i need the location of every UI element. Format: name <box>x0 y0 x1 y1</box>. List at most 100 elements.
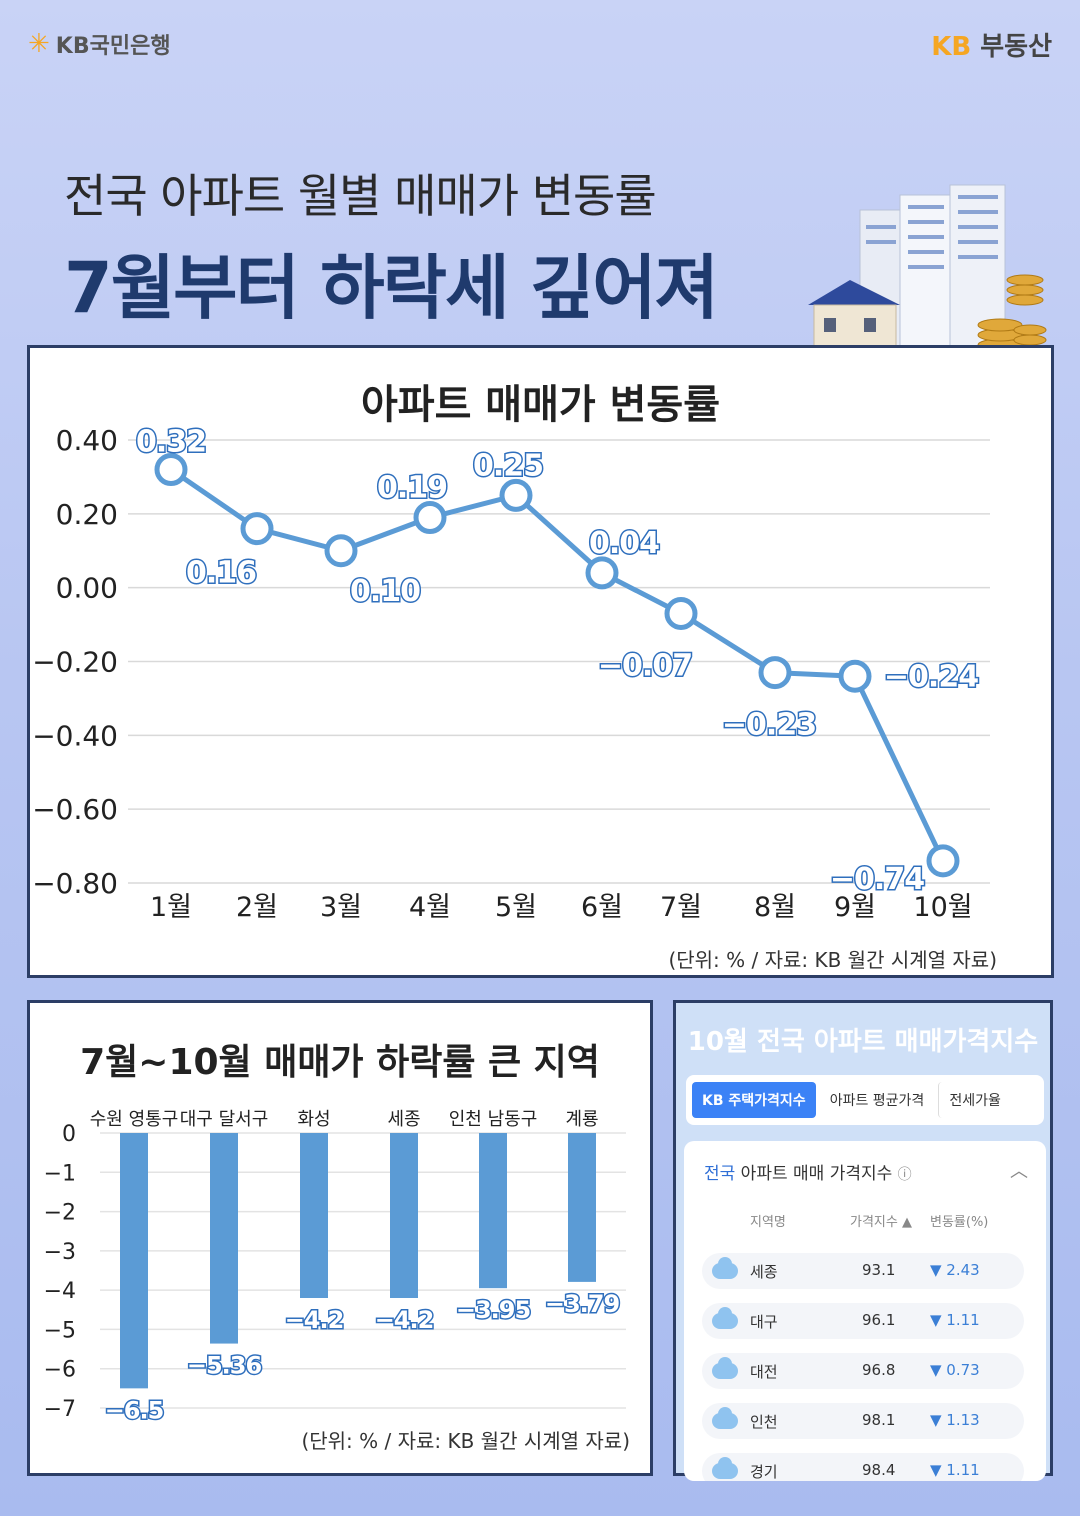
line-point <box>758 656 792 690</box>
y-tick-label: 0.20 <box>56 498 118 531</box>
bar-data-label: −3.95 <box>456 1296 531 1324</box>
cloud-icon <box>712 1357 738 1379</box>
y-tick-label: −4 <box>44 1279 76 1304</box>
data-label: 0.25 <box>473 448 543 483</box>
x-tick-label: 8월 <box>754 892 796 923</box>
data-label: −0.74 <box>830 862 924 897</box>
top-bar: ✳ KB국민은행 KB 부동산 <box>0 0 1080 90</box>
bar-data-label: −6.5 <box>105 1396 164 1424</box>
y-tick-label: −0.80 <box>32 867 118 900</box>
row-region: 인천 <box>750 1413 778 1431</box>
bar-chart: 0 −1 −2 −3 −4 −5 −6 −7 수원 영통구 대구 달서구 화성 세종 인천 남동구 계룡… <box>44 1109 626 1426</box>
row-index: 98.1 <box>862 1411 896 1429</box>
category-label: 인천 남동구 <box>449 1109 538 1130</box>
tab-kb-housing-index[interactable]: KB 주택가격지수 <box>692 1082 816 1118</box>
row-region: 대전 <box>750 1363 778 1381</box>
category-label: 화성 <box>297 1109 330 1130</box>
x-tick-label: 9월 <box>834 892 876 923</box>
row-region: 경기 <box>750 1463 778 1481</box>
cloud-icon <box>712 1407 738 1429</box>
bar <box>568 1133 596 1282</box>
line-point <box>240 512 274 546</box>
price-index-card-title: 전국 아파트 매매 가격지수 ⓘ <box>704 1159 912 1184</box>
data-label: 0.19 <box>377 471 447 506</box>
row-change: ▼ 1.11 <box>930 1311 980 1329</box>
line-chart: 0.40 0.20 0.00 −0.20 −0.40 −0.60 −0.80 1월 2월 3월 4… <box>32 423 990 923</box>
data-label: 0.16 <box>186 556 256 591</box>
y-tick-label: −7 <box>44 1397 76 1422</box>
row-index: 93.1 <box>862 1261 896 1279</box>
line-chart-title: 아파트 매매가 변동률 <box>360 382 721 428</box>
y-tick-label: −0.40 <box>32 719 118 752</box>
price-index-title: 10월 전국 아파트 매매가격지수 <box>687 1027 1039 1057</box>
collapse-chevron-icon[interactable]: ︿ <box>1010 1161 1028 1182</box>
row-region: 대구 <box>750 1313 778 1331</box>
bar <box>479 1133 507 1289</box>
y-tick-label: 0.00 <box>56 572 118 605</box>
line-point <box>499 478 533 512</box>
bar-data-label: −5.36 <box>187 1352 262 1380</box>
bar-chart-title: 7월~10월 매매가 하락률 큰 지역 <box>80 1042 600 1083</box>
kb-realestate-logo: KB 부동산 <box>931 26 1052 63</box>
kb-bank-logo-text: KB국민은행 <box>55 34 171 59</box>
table-row[interactable]: 인천 98.1 ▼ 1.13 <box>702 1403 1024 1439</box>
buildings-illustration-icon <box>808 184 1050 368</box>
rain-cloud-icon <box>712 1257 738 1279</box>
x-tick-label: 4월 <box>409 892 451 923</box>
bar-data-label: −4.2 <box>285 1306 344 1334</box>
cloud-icon <box>712 1307 738 1329</box>
category-label: 수원 영통구 <box>90 1109 179 1130</box>
price-index-panel: 10월 전국 아파트 매매가격지수 KB 주택가격지수 아파트 평균가격 전세가… <box>673 1000 1053 1481</box>
bar <box>300 1133 328 1298</box>
y-tick-label: −0.20 <box>32 646 118 679</box>
bar <box>210 1133 238 1344</box>
x-tick-label: 1월 <box>150 892 192 923</box>
table-row[interactable]: 세종 93.1 ▼ 2.43 <box>702 1253 1024 1289</box>
y-tick-label: −1 <box>44 1161 76 1186</box>
line-point <box>413 501 447 535</box>
x-tick-label: 3월 <box>320 892 362 923</box>
y-tick-label: −6 <box>44 1358 76 1383</box>
row-change: ▼ 2.43 <box>930 1261 980 1279</box>
kb-brand-suffix: 부동산 <box>980 32 1052 62</box>
line-point <box>926 844 960 878</box>
x-tick-label: 10월 <box>913 892 972 923</box>
table-row[interactable]: 대구 96.1 ▼ 1.11 <box>702 1303 1024 1339</box>
bar-chart-panel: 7월~10월 매매가 하락률 큰 지역 0 −1 −2 −3 −4 −5 −6 −7 수원 영… <box>27 1000 653 1476</box>
row-change: ▼ 1.13 <box>930 1411 980 1429</box>
price-index-tabs: KB 주택가격지수 아파트 평균가격 전세가율 <box>686 1075 1044 1125</box>
tab-jeonse-ratio[interactable]: 전세가율 <box>938 1082 1011 1118</box>
kb-star-icon: ✳ <box>28 29 50 59</box>
row-change: ▼ 1.11 <box>930 1461 980 1479</box>
y-tick-label: −3 <box>44 1240 76 1265</box>
line-series <box>169 467 946 862</box>
table-row[interactable]: 대전 96.8 ▼ 0.73 <box>702 1353 1024 1389</box>
category-label: 세종 <box>387 1109 420 1130</box>
category-label: 대구 달서구 <box>180 1109 269 1130</box>
bar-chart-note: (단위: % / 자료: KB 월간 시계열 자료) <box>301 1429 630 1453</box>
y-tick-label: −5 <box>44 1318 76 1343</box>
data-label: −0.23 <box>722 708 816 743</box>
col-change[interactable]: 변동률(%) <box>930 1215 989 1230</box>
line-chart-note: (단위: % / 자료: KB 월간 시계열 자료) <box>668 948 997 972</box>
x-tick-label: 6월 <box>581 892 623 923</box>
data-label: −0.24 <box>884 659 978 694</box>
row-index: 96.8 <box>862 1361 896 1379</box>
line-point <box>324 534 358 568</box>
x-tick-label: 5월 <box>495 892 537 923</box>
tab-apartment-average-price[interactable]: 아파트 평균가격 <box>829 1093 925 1109</box>
data-label: 0.10 <box>350 574 420 609</box>
col-index[interactable]: 가격지수 ▲ <box>850 1215 912 1230</box>
x-tick-label: 7월 <box>660 892 702 923</box>
kb-brand-prefix: KB <box>931 32 972 62</box>
line-chart-panel: 아파트 매매가 변동률 0.40 0.20 0.00 −0.20 −0.40 −0.60 −… <box>27 345 1054 978</box>
bar <box>120 1133 148 1389</box>
row-region: 세종 <box>750 1263 778 1281</box>
y-tick-label: −2 <box>44 1201 76 1226</box>
line-point <box>838 659 872 693</box>
bar <box>390 1133 418 1298</box>
table-row[interactable]: 경기 98.4 ▼ 1.11 <box>702 1453 1024 1481</box>
line-point <box>154 453 188 487</box>
category-label: 계룡 <box>565 1109 598 1130</box>
info-icon[interactable]: ⓘ <box>897 1167 912 1183</box>
